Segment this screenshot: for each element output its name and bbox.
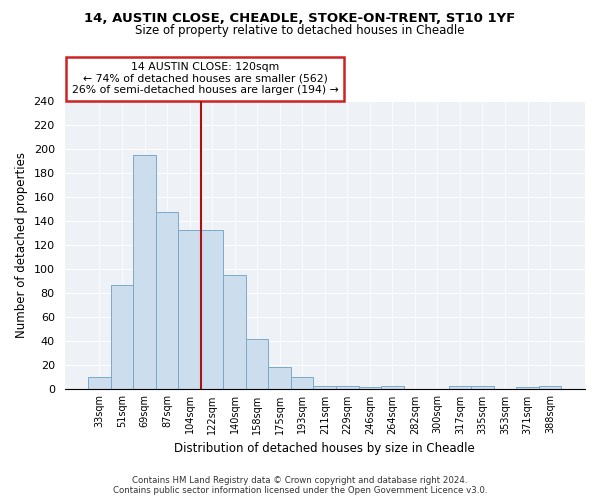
- Bar: [133, 155, 156, 390]
- Bar: [516, 387, 539, 390]
- Bar: [336, 386, 359, 390]
- Bar: [449, 386, 471, 390]
- X-axis label: Distribution of detached houses by size in Cheadle: Distribution of detached houses by size …: [175, 442, 475, 455]
- Bar: [539, 386, 562, 390]
- Bar: [313, 386, 336, 390]
- Bar: [201, 230, 223, 390]
- Bar: [156, 212, 178, 390]
- Bar: [88, 378, 111, 390]
- Bar: [471, 386, 494, 390]
- Text: Contains HM Land Registry data © Crown copyright and database right 2024.
Contai: Contains HM Land Registry data © Crown c…: [113, 476, 487, 495]
- Bar: [178, 230, 201, 390]
- Bar: [291, 378, 313, 390]
- Bar: [223, 275, 246, 390]
- Bar: [268, 366, 291, 390]
- Text: 14, AUSTIN CLOSE, CHEADLE, STOKE-ON-TRENT, ST10 1YF: 14, AUSTIN CLOSE, CHEADLE, STOKE-ON-TREN…: [85, 12, 515, 26]
- Text: 14 AUSTIN CLOSE: 120sqm
← 74% of detached houses are smaller (562)
26% of semi-d: 14 AUSTIN CLOSE: 120sqm ← 74% of detache…: [71, 62, 338, 95]
- Bar: [246, 339, 268, 390]
- Text: Size of property relative to detached houses in Cheadle: Size of property relative to detached ho…: [135, 24, 465, 37]
- Bar: [381, 386, 404, 390]
- Y-axis label: Number of detached properties: Number of detached properties: [15, 152, 28, 338]
- Bar: [359, 387, 381, 390]
- Bar: [111, 285, 133, 390]
